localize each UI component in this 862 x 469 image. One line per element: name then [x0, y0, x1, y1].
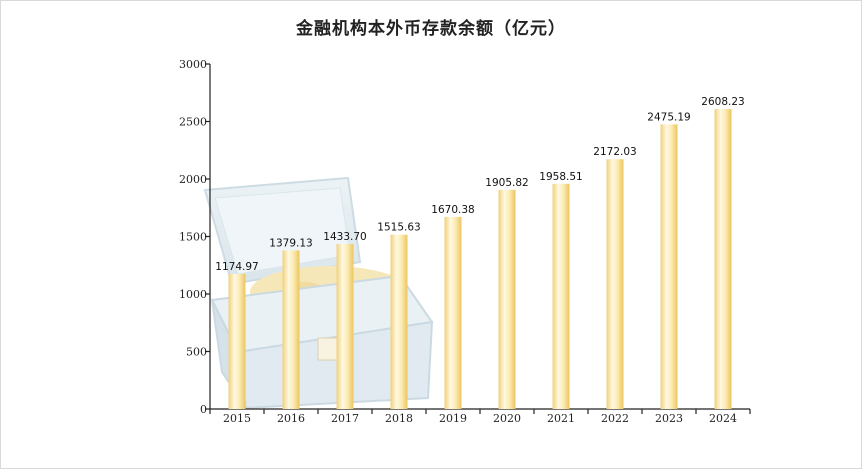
y-tick-label: 0 [200, 403, 207, 416]
y-tick-label: 500 [186, 346, 207, 359]
data-label-2019: 1670.38 [431, 204, 474, 216]
bar-2019 [444, 216, 462, 409]
y-tick-label: 1500 [179, 231, 207, 244]
bar-2017 [336, 244, 354, 409]
bar-2018 [390, 234, 408, 409]
x-tick-label-2021: 2021 [547, 412, 575, 425]
y-tick-label: 2500 [179, 116, 207, 129]
bar-2022 [606, 159, 624, 409]
bar-2020 [498, 189, 516, 409]
x-tick-label-2022: 2022 [601, 412, 629, 425]
data-label-2018: 1515.63 [377, 222, 420, 234]
bar-2016 [282, 250, 300, 409]
y-tick-label: 1000 [179, 288, 207, 301]
data-label-2015: 1174.97 [215, 261, 258, 273]
x-tick-label-2019: 2019 [439, 412, 467, 425]
data-label-2024: 2608.23 [701, 96, 744, 108]
bar-2024 [714, 109, 732, 409]
bar-2023 [660, 124, 678, 409]
y-tick-label: 3000 [179, 58, 207, 71]
chart-title: 金融机构本外币存款余额（亿元） [296, 19, 566, 39]
x-tick-label-2016: 2016 [277, 412, 305, 425]
data-label-2017: 1433.70 [323, 231, 366, 243]
x-tick-label-2023: 2023 [655, 412, 683, 425]
bar-2015 [228, 273, 246, 409]
x-tick-label-2015: 2015 [223, 412, 251, 425]
x-tick-label-2024: 2024 [709, 412, 737, 425]
data-label-2022: 2172.03 [593, 146, 636, 158]
x-tick-label-2017: 2017 [331, 412, 359, 425]
data-label-2020: 1905.82 [485, 177, 528, 189]
x-tick-label-2018: 2018 [385, 412, 413, 425]
bar-2021 [552, 183, 570, 409]
data-label-2023: 2475.19 [647, 111, 690, 123]
y-tick-label: 2000 [179, 173, 207, 186]
data-label-2016: 1379.13 [269, 237, 312, 249]
data-label-2021: 1958.51 [539, 171, 582, 183]
x-tick-label-2020: 2020 [493, 412, 521, 425]
